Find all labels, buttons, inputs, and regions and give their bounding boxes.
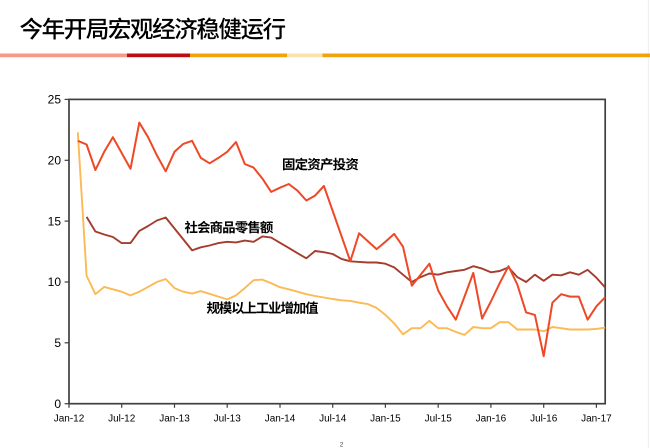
- svg-text:Jan-16: Jan-16: [476, 413, 507, 424]
- svg-text:Jan-14: Jan-14: [265, 413, 296, 424]
- svg-text:25: 25: [48, 93, 62, 107]
- svg-text:Jan-17: Jan-17: [581, 413, 612, 424]
- svg-text:Jan-12: Jan-12: [54, 413, 85, 424]
- svg-text:10: 10: [48, 275, 62, 289]
- svg-text:15: 15: [48, 214, 62, 228]
- svg-text:Jan-13: Jan-13: [159, 413, 190, 424]
- svg-text:Jul-12: Jul-12: [108, 413, 136, 424]
- svg-text:Jul-14: Jul-14: [319, 413, 347, 424]
- svg-text:2: 2: [340, 442, 344, 448]
- svg-text:5: 5: [54, 336, 61, 350]
- svg-text:0: 0: [54, 397, 61, 411]
- svg-text:Jul-15: Jul-15: [425, 413, 453, 424]
- svg-text:Jan-15: Jan-15: [370, 413, 401, 424]
- svg-text:Jul-13: Jul-13: [214, 413, 242, 424]
- svg-text:20: 20: [48, 154, 62, 168]
- svg-text:Jul-16: Jul-16: [530, 413, 558, 424]
